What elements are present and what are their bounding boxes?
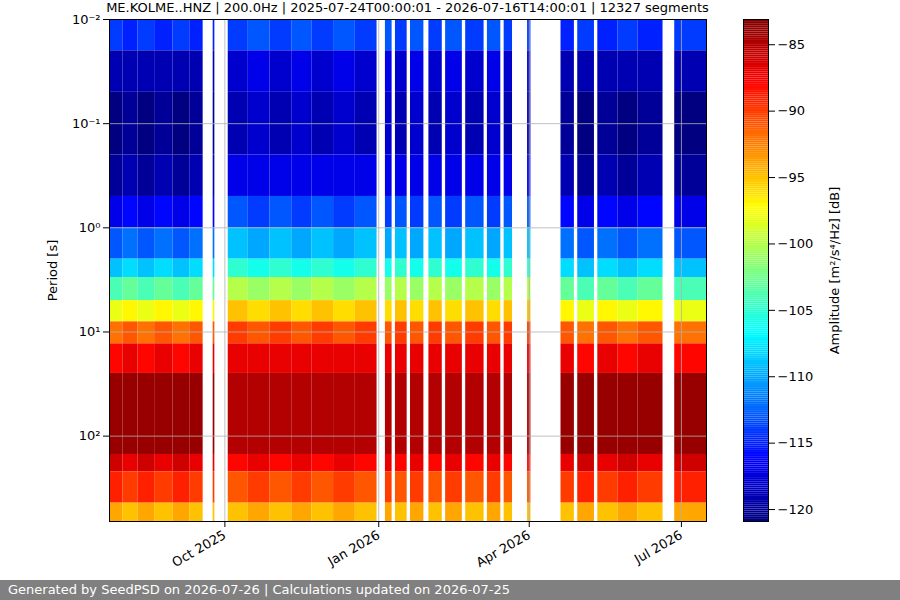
svg-text:10⁰: 10⁰ — [79, 220, 101, 235]
svg-text:Amplitude [m²/s⁴/Hz] [dB]: Amplitude [m²/s⁴/Hz] [dB] — [827, 187, 842, 355]
svg-text:Apr 2026: Apr 2026 — [474, 527, 533, 570]
svg-text:−105: −105 — [778, 303, 814, 318]
svg-text:−115: −115 — [778, 435, 814, 450]
svg-text:Oct 2025: Oct 2025 — [169, 527, 228, 570]
html-text:Generated by SeedPSD on 2026-0: Generated by SeedPSD on 2026-07-26 | Cal… — [8, 582, 510, 597]
svg-text:−100: −100 — [778, 236, 814, 251]
svg-text:−110: −110 — [778, 369, 814, 384]
svg-text:−95: −95 — [778, 170, 805, 185]
svg-text:Period [s]: Period [s] — [45, 240, 60, 302]
svg-text:Jan 2026: Jan 2026 — [324, 527, 382, 569]
svg-text:−85: −85 — [778, 37, 805, 52]
svg-text:10⁻²: 10⁻² — [72, 12, 101, 27]
svg-text:Jul 2026: Jul 2026 — [631, 527, 685, 567]
html-text:ME.KOLME..HNZ | 200.0Hz | 2025: ME.KOLME..HNZ | 200.0Hz | 2025-07-24T00:… — [106, 0, 709, 15]
svg-text:10²: 10² — [79, 428, 101, 443]
svg-text:10⁻¹: 10⁻¹ — [72, 116, 101, 131]
svg-text:−90: −90 — [778, 103, 805, 118]
svg-text:10¹: 10¹ — [79, 324, 101, 339]
svg-text:−120: −120 — [778, 502, 814, 517]
